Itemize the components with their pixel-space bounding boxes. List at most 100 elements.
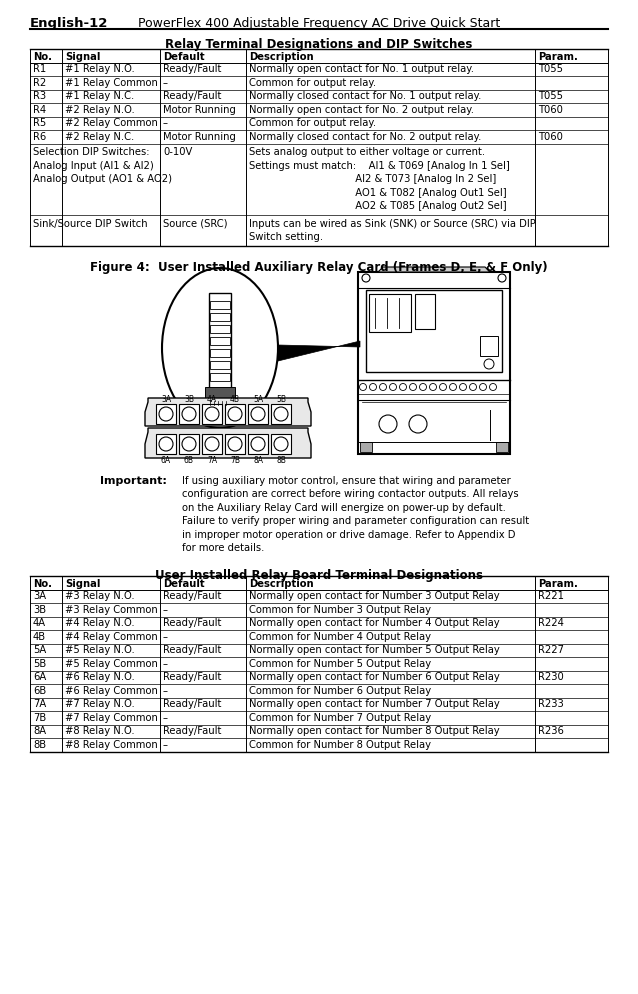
Text: PowerFlex 400 Adjustable Frequency AC Drive Quick Start: PowerFlex 400 Adjustable Frequency AC Dr… <box>138 17 500 30</box>
Text: #8 Relay N.O.: #8 Relay N.O. <box>65 726 135 736</box>
Polygon shape <box>156 405 176 424</box>
Text: #3 Relay N.O.: #3 Relay N.O. <box>65 590 135 601</box>
Text: Normally open contact for Number 4 Output Relay: Normally open contact for Number 4 Outpu… <box>249 618 500 628</box>
Polygon shape <box>378 267 490 272</box>
Text: #3 Relay Common: #3 Relay Common <box>65 604 158 614</box>
Text: Ready/Fault: Ready/Fault <box>163 699 221 709</box>
Text: #1 Relay Common: #1 Relay Common <box>65 78 158 87</box>
Text: in improper motor operation or drive damage. Refer to Appendix D: in improper motor operation or drive dam… <box>182 530 516 540</box>
Text: Description: Description <box>249 52 314 62</box>
Text: Common for Number 6 Output Relay: Common for Number 6 Output Relay <box>249 685 431 695</box>
Text: R4: R4 <box>33 105 46 115</box>
Polygon shape <box>248 405 268 424</box>
Text: T055: T055 <box>538 91 563 101</box>
Text: R236: R236 <box>538 726 564 736</box>
Text: Param.: Param. <box>538 579 578 588</box>
Text: Settings must match:    AI1 & T069 [Analog In 1 Sel]: Settings must match: AI1 & T069 [Analog … <box>249 161 510 171</box>
Text: Param.: Param. <box>538 52 578 62</box>
Polygon shape <box>225 434 245 454</box>
Polygon shape <box>179 405 199 424</box>
Text: 5A: 5A <box>253 395 263 404</box>
Text: 4B: 4B <box>230 395 240 404</box>
Text: 7A: 7A <box>33 699 46 709</box>
Text: #4 Relay N.O.: #4 Relay N.O. <box>65 618 135 628</box>
Text: R6: R6 <box>33 132 46 142</box>
Text: 5B: 5B <box>276 395 286 404</box>
Text: 7B: 7B <box>230 455 240 464</box>
Text: Normally open contact for Number 8 Output Relay: Normally open contact for Number 8 Outpu… <box>249 726 500 736</box>
Text: Sets analog output to either voltage or current.: Sets analog output to either voltage or … <box>249 147 485 157</box>
Text: Normally open contact for No. 2 output relay.: Normally open contact for No. 2 output r… <box>249 105 474 115</box>
Text: R5: R5 <box>33 118 46 128</box>
Text: Normally closed contact for No. 2 output relay.: Normally closed contact for No. 2 output… <box>249 132 482 142</box>
Text: Common for output relay.: Common for output relay. <box>249 78 376 87</box>
Text: #5 Relay N.O.: #5 Relay N.O. <box>65 645 135 655</box>
Text: #5 Relay Common: #5 Relay Common <box>65 658 158 668</box>
Text: R1: R1 <box>33 65 46 75</box>
Text: Analog Input (AI1 & AI2): Analog Input (AI1 & AI2) <box>33 161 154 171</box>
Text: Failure to verify proper wiring and parameter configuration can result: Failure to verify proper wiring and para… <box>182 516 529 526</box>
Text: 5B: 5B <box>33 658 46 668</box>
Text: User Installed Relay Board Terminal Designations: User Installed Relay Board Terminal Desi… <box>155 569 483 581</box>
Polygon shape <box>360 442 372 452</box>
Polygon shape <box>209 293 231 402</box>
Text: Normally open contact for Number 3 Output Relay: Normally open contact for Number 3 Outpu… <box>249 590 500 601</box>
Text: 3B: 3B <box>33 604 46 614</box>
Text: #7 Relay N.O.: #7 Relay N.O. <box>65 699 135 709</box>
Text: Source (SRC): Source (SRC) <box>163 219 228 229</box>
Text: #1 Relay N.C.: #1 Relay N.C. <box>65 91 134 101</box>
Text: Common for Number 8 Output Relay: Common for Number 8 Output Relay <box>249 740 431 749</box>
Text: R227: R227 <box>538 645 564 655</box>
Text: 6B: 6B <box>33 685 46 695</box>
Polygon shape <box>278 342 360 362</box>
Text: Inputs can be wired as Sink (SNK) or Source (SRC) via DIP: Inputs can be wired as Sink (SNK) or Sou… <box>249 219 536 229</box>
Text: #6 Relay Common: #6 Relay Common <box>65 685 158 695</box>
Text: Common for Number 7 Output Relay: Common for Number 7 Output Relay <box>249 713 431 723</box>
Text: 3A: 3A <box>33 590 46 601</box>
Text: 4A: 4A <box>207 395 217 404</box>
Text: for more details.: for more details. <box>182 543 264 553</box>
Text: T055: T055 <box>538 65 563 75</box>
Text: Normally open contact for Number 5 Output Relay: Normally open contact for Number 5 Outpu… <box>249 645 500 655</box>
Text: Important:: Important: <box>100 475 167 485</box>
Text: Common for Number 5 Output Relay: Common for Number 5 Output Relay <box>249 658 431 668</box>
Text: R233: R233 <box>538 699 564 709</box>
Polygon shape <box>202 405 222 424</box>
Text: #2 Relay N.C.: #2 Relay N.C. <box>65 132 134 142</box>
Text: If using auxiliary motor control, ensure that wiring and parameter: If using auxiliary motor control, ensure… <box>182 475 511 485</box>
Text: Analog Output (AO1 & AO2): Analog Output (AO1 & AO2) <box>33 174 172 184</box>
Text: #6 Relay N.O.: #6 Relay N.O. <box>65 672 135 682</box>
Text: Default: Default <box>163 52 205 62</box>
Text: configuration are correct before wiring contactor outputs. All relays: configuration are correct before wiring … <box>182 489 519 499</box>
Text: Ready/Fault: Ready/Fault <box>163 590 221 601</box>
Text: –: – <box>163 685 168 695</box>
Text: –: – <box>163 713 168 723</box>
Polygon shape <box>145 399 311 426</box>
Polygon shape <box>271 405 291 424</box>
Text: 4A: 4A <box>33 618 46 628</box>
Text: #2 Relay Common: #2 Relay Common <box>65 118 158 128</box>
Text: 3A: 3A <box>161 395 171 404</box>
Text: No.: No. <box>33 52 52 62</box>
Text: R2: R2 <box>33 78 46 87</box>
Text: #1 Relay N.O.: #1 Relay N.O. <box>65 65 135 75</box>
Text: Figure 4:  User Installed Auxiliary Relay Card (Frames D, E, & F Only): Figure 4: User Installed Auxiliary Relay… <box>90 260 548 273</box>
Text: Switch setting.: Switch setting. <box>249 233 323 243</box>
Text: Common for output relay.: Common for output relay. <box>249 118 376 128</box>
Text: 6B: 6B <box>184 455 194 464</box>
Text: Normally open contact for No. 1 output relay.: Normally open contact for No. 1 output r… <box>249 65 474 75</box>
Text: Ready/Fault: Ready/Fault <box>163 65 221 75</box>
Text: Signal: Signal <box>65 579 100 588</box>
Text: Normally open contact for Number 7 Output Relay: Normally open contact for Number 7 Outpu… <box>249 699 500 709</box>
Polygon shape <box>205 388 235 402</box>
Text: R3: R3 <box>33 91 46 101</box>
Text: #2 Relay N.O.: #2 Relay N.O. <box>65 105 135 115</box>
Text: AI2 & T073 [Analog In 2 Sel]: AI2 & T073 [Analog In 2 Sel] <box>249 174 496 184</box>
Text: AO1 & T082 [Analog Out1 Sel]: AO1 & T082 [Analog Out1 Sel] <box>249 188 507 198</box>
Text: Sink/Source DIP Switch: Sink/Source DIP Switch <box>33 219 147 229</box>
Text: 3B: 3B <box>184 395 194 404</box>
Polygon shape <box>179 434 199 454</box>
Text: #4 Relay Common: #4 Relay Common <box>65 631 158 641</box>
Text: 6A: 6A <box>161 455 171 464</box>
Text: 5A: 5A <box>33 645 46 655</box>
